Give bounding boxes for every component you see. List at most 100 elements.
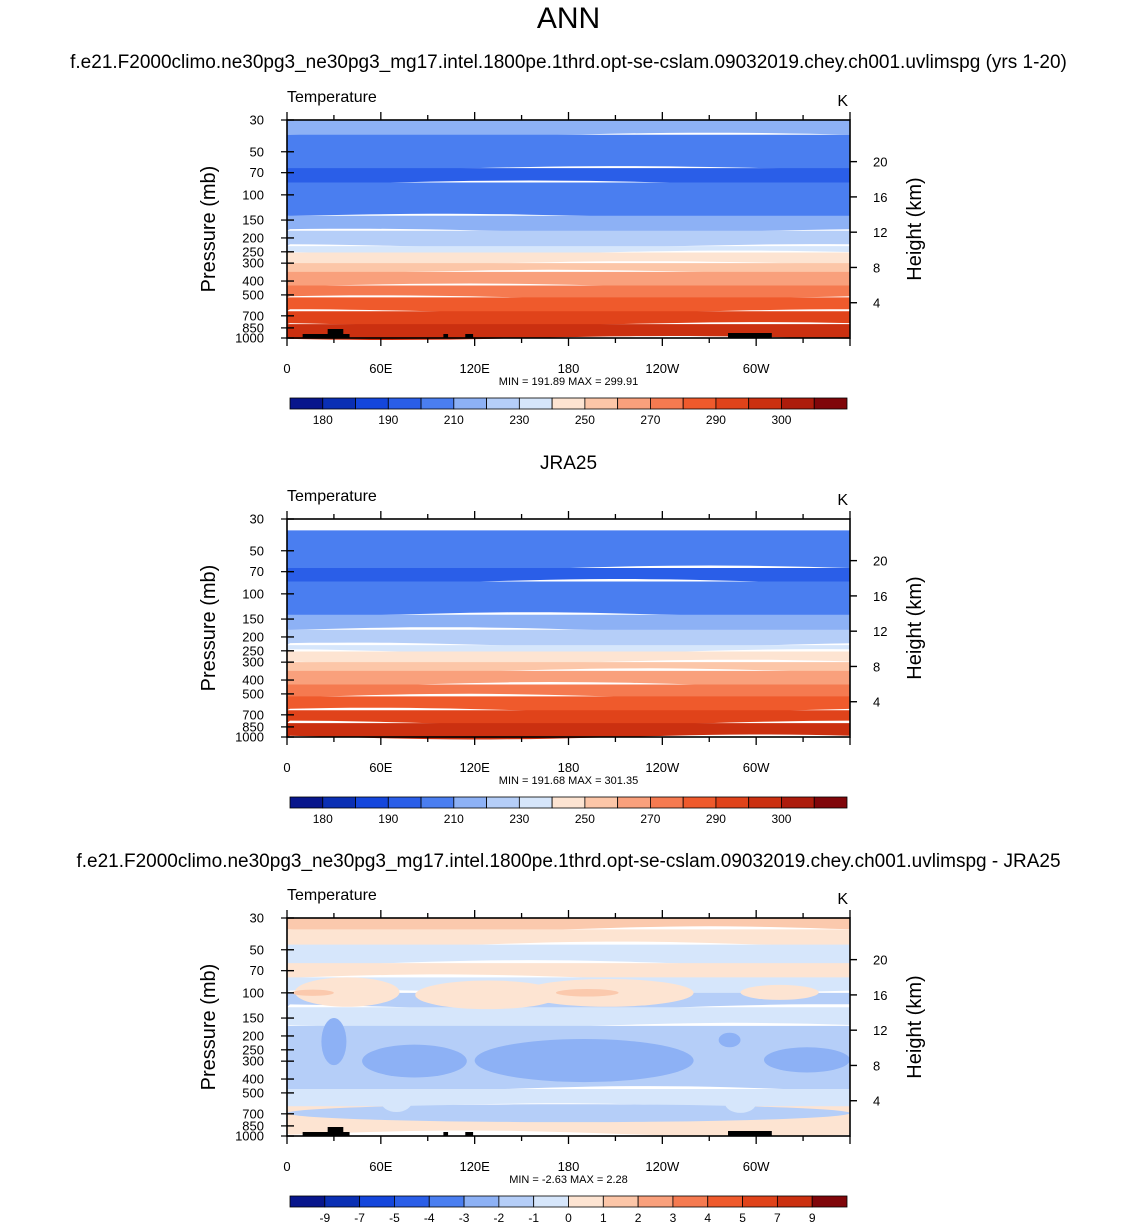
- lon-tick-label: 120E: [459, 361, 490, 376]
- panel-2-title: Temperature: [287, 488, 377, 505]
- light-patch: [380, 1090, 413, 1113]
- pressure-tick-label: 30: [250, 911, 264, 926]
- colorbar-label: 0: [565, 1211, 572, 1225]
- colorbar-swatch: [289, 397, 324, 410]
- colorbar-swatch: [584, 796, 619, 809]
- colorbar-label: 180: [313, 413, 333, 427]
- height-tick-label: 12: [873, 1023, 887, 1038]
- pressure-tick-label: 1000: [235, 730, 264, 745]
- pressure-tick-label: 200: [242, 230, 264, 245]
- lon-tick-label: 60E: [369, 760, 392, 775]
- pressure-tick-label: 400: [242, 673, 264, 688]
- colorbar-swatch: [672, 1195, 709, 1208]
- colorbar-swatch: [359, 1195, 395, 1208]
- colorbar-swatch: [584, 397, 619, 410]
- height-tick-label: 20: [873, 155, 887, 170]
- pressure-tick-label: 50: [250, 144, 264, 159]
- pressure-tick-label: 300: [242, 1054, 264, 1069]
- pressure-tick-label: 50: [250, 942, 264, 957]
- panel-1-band: [287, 297, 850, 314]
- colorbar-label: 290: [706, 812, 726, 826]
- colorbar-label: 300: [771, 812, 791, 826]
- colorbar-label: 190: [378, 812, 398, 826]
- pressure-tick-label: 150: [242, 612, 264, 627]
- pressure-tick-label: 100: [242, 187, 264, 202]
- pressure-tick-label: 70: [250, 564, 264, 579]
- height-tick-label: 16: [873, 988, 887, 1003]
- pressure-tick-label: 400: [242, 1072, 264, 1087]
- panel-1-band: [287, 230, 850, 249]
- topography-block: [443, 1132, 449, 1136]
- lon-tick-label: 180: [558, 760, 580, 775]
- colorbar-label: -5: [389, 1211, 400, 1225]
- panel-2-colorbar: 180 190 210 230 250 270 290 300: [289, 796, 848, 826]
- pressure-tick-label: 50: [250, 543, 264, 558]
- pressure-tick-label: 30: [250, 512, 264, 527]
- pressure-tick-label: 300: [242, 256, 264, 271]
- warm-core: [555, 989, 619, 997]
- panel-2-header: JRA25: [539, 453, 598, 474]
- panel-1-band: [287, 324, 850, 340]
- colorbar-swatch: [568, 1195, 604, 1208]
- topography-block: [465, 1132, 474, 1136]
- colorbar-swatch: [682, 796, 717, 809]
- topography-block: [302, 1132, 350, 1136]
- lon-tick-label: 60W: [743, 1159, 770, 1174]
- pressure-tick-label: 200: [242, 1028, 264, 1043]
- colorbar-swatch: [776, 1195, 813, 1208]
- pressure-tick-label: 1000: [235, 1129, 264, 1144]
- colorbar-swatch: [748, 796, 782, 809]
- colorbar-swatch: [813, 796, 848, 809]
- topography-block: [443, 334, 449, 338]
- pressure-tick-label: 30: [250, 113, 264, 128]
- height-tick-label: 4: [873, 1094, 880, 1109]
- panel-3-bands: [287, 918, 850, 1137]
- panel-2-band: [287, 629, 850, 648]
- colorbar-swatch: [453, 397, 487, 410]
- panel-1-band: [287, 263, 850, 274]
- topography-block: [327, 329, 344, 338]
- panel-1-band: [287, 134, 850, 171]
- pressure-tick-label: 100: [242, 985, 264, 1000]
- panel-1-band: [287, 246, 850, 255]
- panel-3-header: f.e21.F2000climo.ne30pg3_ne30pg3_mg17.in…: [76, 851, 1061, 872]
- panel-3-band: [287, 918, 850, 933]
- colorbar-label: 250: [575, 812, 595, 826]
- colorbar-swatch: [650, 796, 684, 809]
- colorbar-label: 3: [670, 1211, 677, 1225]
- pressure-tick-label: 150: [242, 213, 264, 228]
- colorbar-swatch: [707, 1195, 743, 1208]
- panel-1-band: [287, 311, 850, 327]
- panel-3-units: K: [837, 891, 848, 908]
- panel-2-band: [287, 568, 850, 584]
- cool-blob: [362, 1044, 467, 1078]
- colorbar-label: -4: [424, 1211, 435, 1225]
- topography-block: [327, 1127, 344, 1136]
- colorbar-swatch: [602, 1195, 639, 1208]
- colorbar-label: 270: [640, 413, 660, 427]
- pressure-tick-label: 250: [242, 244, 264, 259]
- colorbar-swatch: [781, 796, 815, 809]
- colorbar-swatch: [813, 397, 848, 410]
- colorbar-swatch: [322, 397, 356, 410]
- panel-1-ylabel: Pressure (mb): [198, 166, 220, 293]
- colorbar-swatch: [551, 796, 586, 809]
- lon-tick-label: 60E: [369, 1159, 392, 1174]
- panel-2-band: [287, 670, 850, 687]
- pressure-tick-label: 70: [250, 165, 264, 180]
- colorbar-swatch: [682, 397, 717, 410]
- panel-1-band: [287, 285, 850, 300]
- panel-2-band: [287, 614, 850, 633]
- panel-2-band: [287, 651, 850, 665]
- panel-3-band: [287, 929, 850, 948]
- colorbar-label: 180: [313, 812, 333, 826]
- lon-tick-label: 180: [558, 361, 580, 376]
- colorbar-label: 5: [739, 1211, 746, 1225]
- panel-1-header: f.e21.F2000climo.ne30pg3_ne30pg3_mg17.in…: [70, 52, 1067, 73]
- colorbar-swatch: [355, 796, 389, 809]
- lon-tick-label: 60E: [369, 361, 392, 376]
- colorbar-swatch: [324, 1195, 361, 1208]
- cool-blob: [718, 1032, 741, 1048]
- panel-2-ylabel: Pressure (mb): [198, 565, 220, 692]
- warm-core: [291, 989, 334, 996]
